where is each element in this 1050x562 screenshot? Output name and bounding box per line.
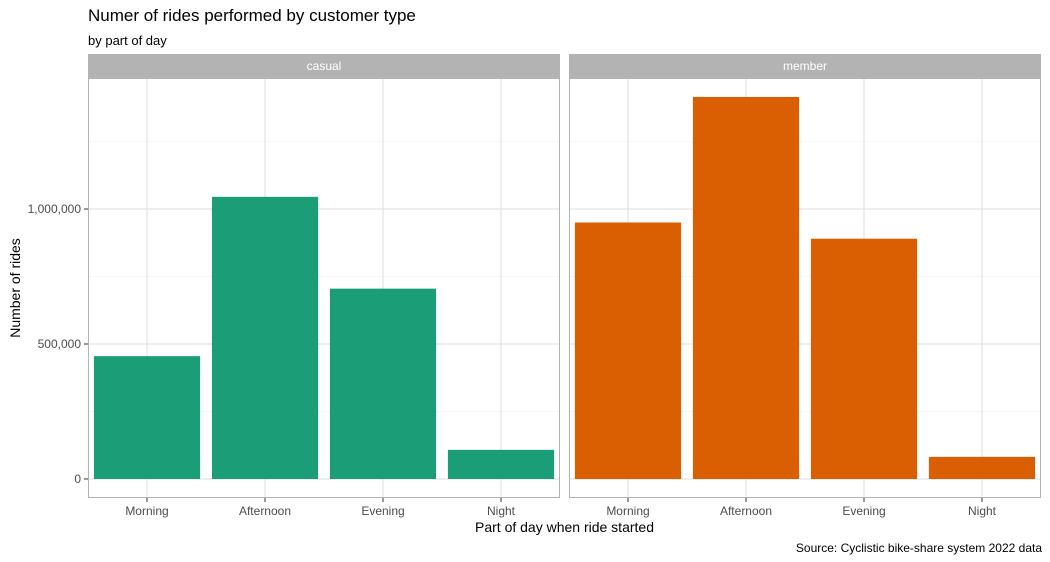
chart-subtitle: by part of day — [88, 33, 167, 48]
facet-strip-casual — [88, 54, 560, 78]
chart-title: Numer of rides performed by customer typ… — [88, 6, 416, 25]
facet-strip-member — [569, 54, 1041, 78]
y-tick-label: 0 — [74, 472, 81, 486]
bar-casual-evening — [329, 288, 437, 479]
x-tick-label-evening: Evening — [842, 504, 885, 518]
facet-label-casual: casual — [307, 59, 342, 73]
bar-casual-night — [447, 449, 555, 479]
x-tick-label-afternoon: Afternoon — [239, 504, 291, 518]
panel-border-member — [569, 78, 1041, 498]
chart-caption: Source: Cyclistic bike-share system 2022… — [795, 541, 1042, 555]
x-tick-label-afternoon: Afternoon — [720, 504, 772, 518]
y-tick-label: 1,000,000 — [28, 202, 82, 216]
bar-member-evening — [810, 238, 918, 479]
bar-member-night — [928, 456, 1036, 479]
bar-member-morning — [574, 222, 682, 479]
x-tick-label-morning: Morning — [606, 504, 649, 518]
x-tick-label-night: Night — [968, 504, 997, 518]
bar-casual-afternoon — [211, 196, 319, 479]
x-axis-label: Part of day when ride started — [475, 519, 654, 535]
x-tick-label-morning: Morning — [125, 504, 168, 518]
y-tick-label: 500,000 — [38, 337, 82, 351]
x-tick-label-evening: Evening — [361, 504, 404, 518]
x-tick-label-night: Night — [487, 504, 516, 518]
bar-casual-morning — [93, 356, 201, 479]
panel-border-casual — [88, 78, 560, 498]
bar-member-afternoon — [692, 96, 800, 479]
facet-label-member: member — [783, 59, 827, 73]
